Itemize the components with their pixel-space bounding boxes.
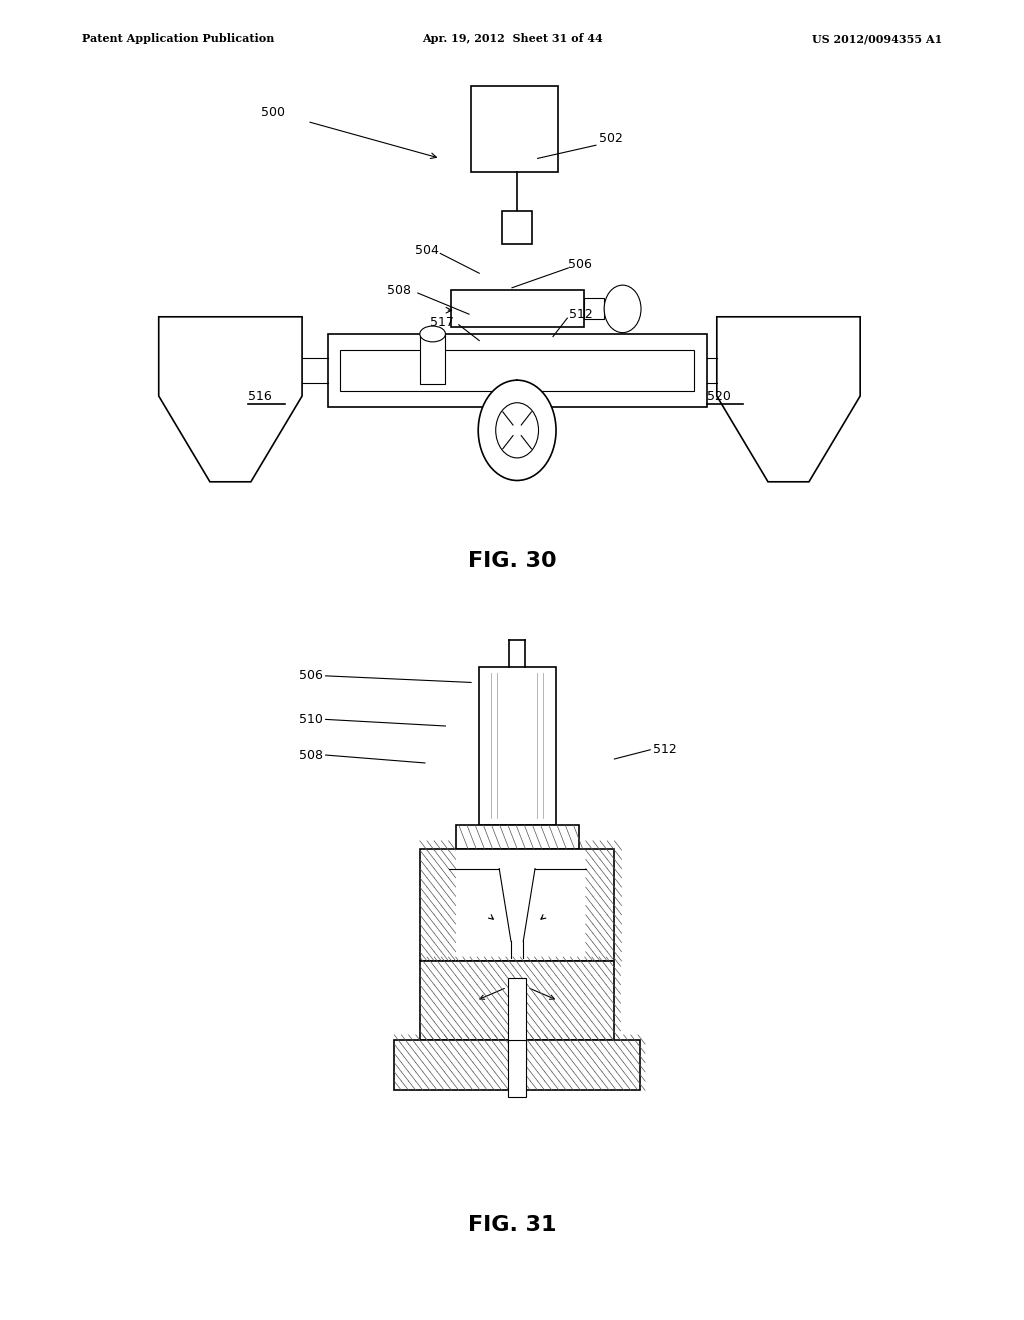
Bar [479,667,555,825]
Circle shape [496,403,539,458]
Text: 508: 508 [299,748,323,762]
Bar [340,350,694,391]
Text: 504: 504 [415,244,438,257]
Text: 512: 512 [569,308,593,321]
Text: 502: 502 [599,132,623,145]
Text: 516: 516 [248,389,271,403]
Bar [420,334,445,384]
Bar [420,849,614,961]
Text: Apr. 19, 2012  Sheet 31 of 44: Apr. 19, 2012 Sheet 31 of 44 [422,33,602,44]
Ellipse shape [420,326,445,342]
Circle shape [604,285,641,333]
Text: 510: 510 [299,713,323,726]
Text: US 2012/0094355 A1: US 2012/0094355 A1 [812,33,942,44]
Polygon shape [717,317,860,482]
Bar [502,211,532,244]
Bar [584,298,604,319]
Bar [394,1040,640,1090]
Text: 506: 506 [299,669,323,682]
Text: 517: 517 [430,315,454,329]
Text: 520: 520 [707,389,730,403]
Text: 500: 500 [261,106,285,119]
Polygon shape [159,317,302,482]
Bar [471,86,558,172]
Text: FIG. 30: FIG. 30 [468,550,556,572]
Bar [508,978,526,1064]
Text: 508: 508 [387,284,411,297]
Bar [456,825,579,849]
Bar [451,290,584,327]
Text: 512: 512 [653,743,677,756]
Text: 506: 506 [568,257,592,271]
Text: Patent Application Publication: Patent Application Publication [82,33,274,44]
Bar [420,961,614,1040]
Bar [508,1040,526,1097]
Text: FIG. 31: FIG. 31 [468,1214,556,1236]
Circle shape [478,380,556,480]
Bar [328,334,707,407]
